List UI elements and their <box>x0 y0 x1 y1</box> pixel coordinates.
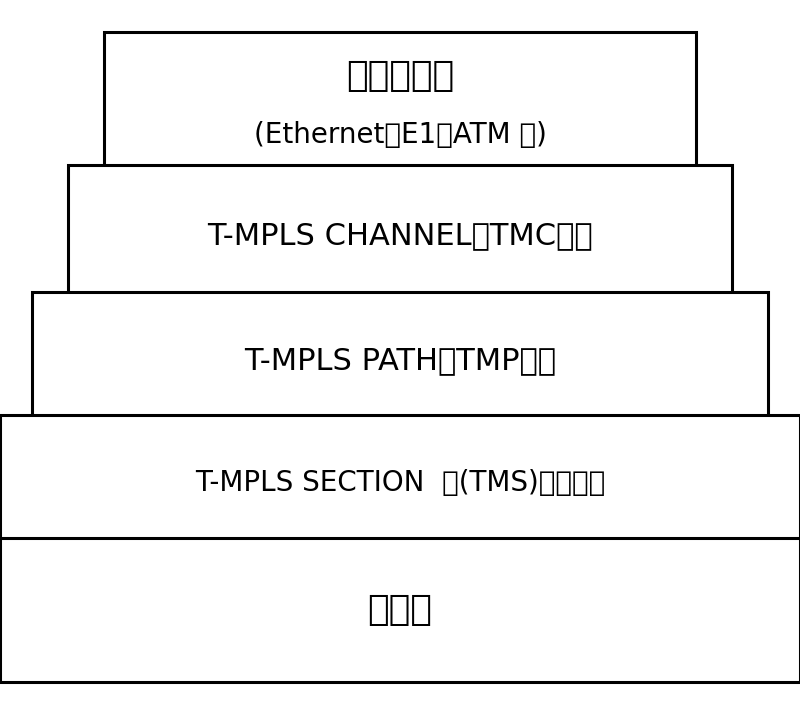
FancyBboxPatch shape <box>68 165 732 306</box>
Text: T-MPLS CHANNEL（TMC）层: T-MPLS CHANNEL（TMC）层 <box>207 221 593 250</box>
FancyBboxPatch shape <box>32 292 768 429</box>
FancyBboxPatch shape <box>104 32 696 179</box>
Text: T-MPLS PATH（TMP）层: T-MPLS PATH（TMP）层 <box>244 346 556 375</box>
FancyBboxPatch shape <box>0 415 800 552</box>
Text: T-MPLS SECTION  层(TMS)（可选）: T-MPLS SECTION 层(TMS)（可选） <box>195 470 605 497</box>
Text: (Ethernet，E1，ATM 等): (Ethernet，E1，ATM 等) <box>254 121 546 149</box>
Text: 客户业务层: 客户业务层 <box>346 59 454 93</box>
FancyBboxPatch shape <box>0 538 800 682</box>
Text: 物理层: 物理层 <box>367 593 433 627</box>
